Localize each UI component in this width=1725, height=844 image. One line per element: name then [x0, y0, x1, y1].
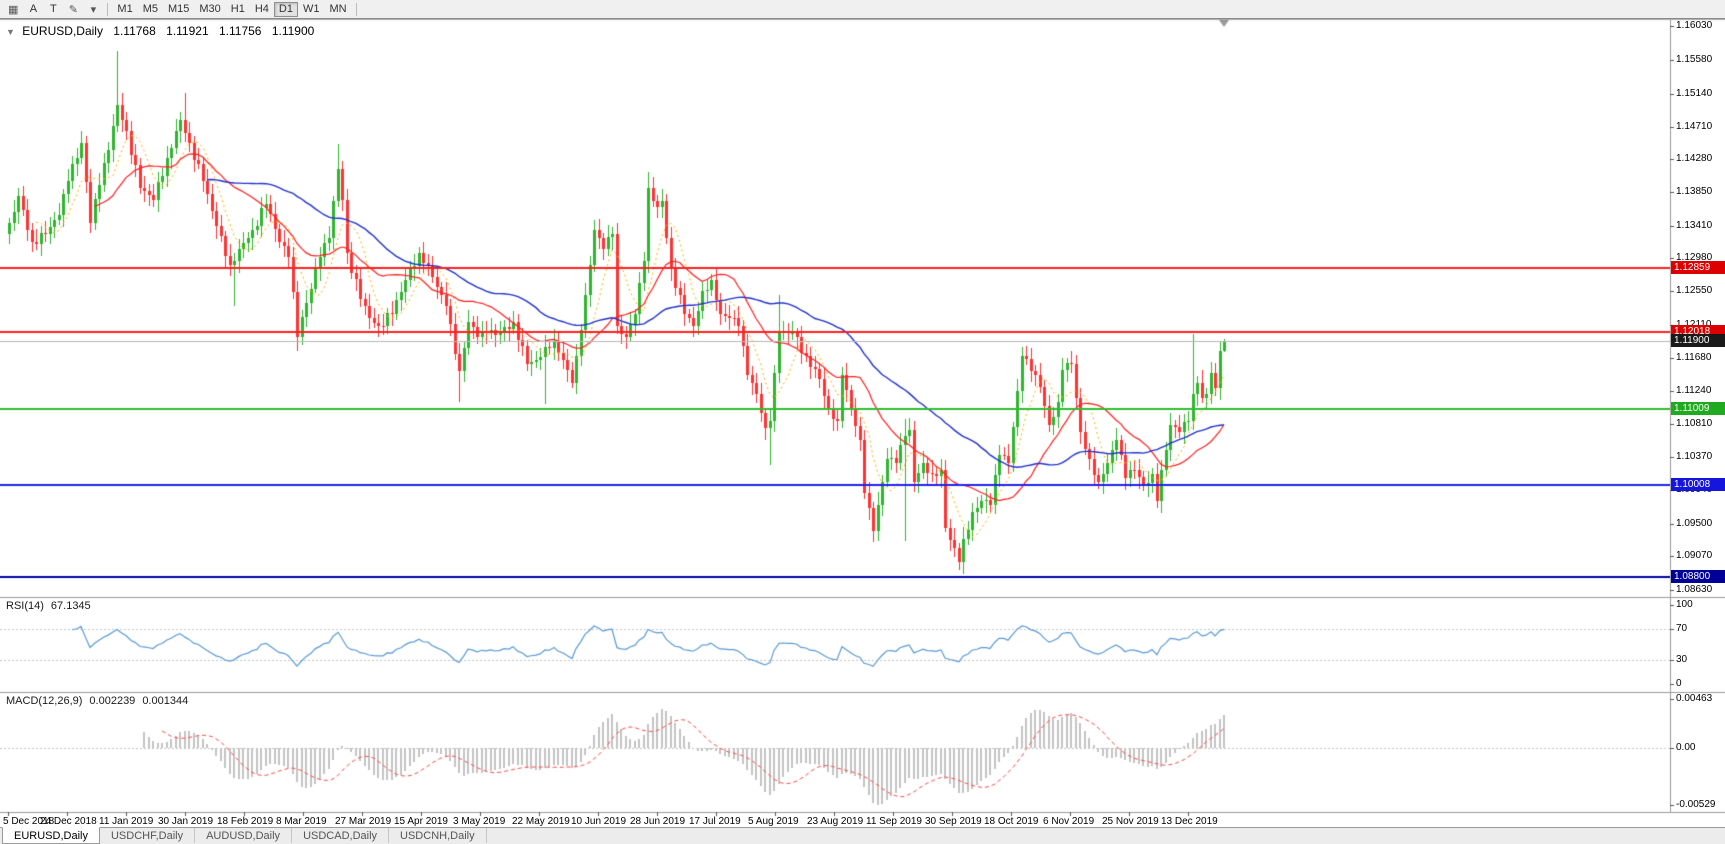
draw-tool-icon[interactable]: ✎: [68, 3, 79, 16]
chart-tab-usdcad[interactable]: USDCAD,Daily: [292, 828, 390, 843]
chart-tab-usdchf[interactable]: USDCHF,Daily: [100, 828, 196, 843]
price-axis-tick: 1.13850: [1676, 186, 1713, 198]
chart-tab-eurusd[interactable]: EURUSD,Daily: [2, 827, 100, 844]
date-axis-label: 17 Jul 2019: [689, 816, 741, 827]
chart-tab-bar: EURUSD,Daily USDCHF,Daily AUDUSD,Daily USDC…: [0, 827, 1725, 844]
date-axis-label: 27 Mar 2019: [335, 816, 392, 827]
price-axis-tick: 1.13410: [1676, 219, 1713, 231]
price-line-label-resistance-upper: 1.12859: [1671, 261, 1725, 274]
macd-axis-tick: 0.00: [1676, 742, 1696, 754]
chart-window-icon[interactable]: ▦: [8, 3, 19, 16]
date-axis-label: 18 Oct 2019: [984, 816, 1039, 827]
price-line-label-support-green: 1.11009: [1671, 402, 1725, 415]
chart-tab-usdcnh[interactable]: USDCNH,Daily: [389, 828, 487, 843]
collapse-chevron-icon[interactable]: ▼: [6, 27, 15, 37]
chart-symbol-label: EURUSD,Daily: [22, 24, 103, 38]
date-axis-label: 30 Jan 2019: [158, 816, 214, 827]
timeframe-d1-button[interactable]: D1: [273, 1, 298, 17]
timeframe-h4-button[interactable]: H4: [254, 3, 269, 15]
timeframe-w1-button[interactable]: W1: [302, 3, 320, 15]
date-axis-label: 28 Jun 2019: [630, 816, 686, 827]
price-axis-tick: 1.10810: [1676, 417, 1713, 429]
text-tool-button[interactable]: T: [50, 3, 57, 15]
chart-title: ▼ EURUSD,Daily 1.11768 1.11921 1.11756 1…: [6, 24, 314, 38]
toolbar: ▦ A T ✎ ▾ M1 M5 M15 M30 H1 H4 D1 W1 MN: [0, 0, 1725, 19]
rsi-axis-tick: 70: [1676, 622, 1688, 634]
date-axis-label: 8 Mar 2019: [276, 816, 327, 827]
date-axis-label: 11 Sep 2019: [866, 816, 922, 827]
timeframe-h1-button[interactable]: H1: [230, 3, 245, 15]
price-axis-tick: 1.09500: [1676, 517, 1713, 529]
date-axis-label: 6 Nov 2019: [1043, 816, 1095, 827]
toolbar-separator: [355, 2, 357, 16]
ohlc-low-value: 1.11756: [218, 24, 262, 38]
date-axis-label: 24 Dec 2018: [40, 816, 97, 827]
price-line-label-support-blue: 1.10008: [1671, 478, 1725, 491]
price-axis-tick: 1.16030: [1676, 20, 1713, 31]
date-axis-label: 15 Apr 2019: [394, 816, 448, 827]
timeframe-mn-button[interactable]: MN: [329, 3, 347, 15]
timeframe-m15-button[interactable]: M15: [167, 3, 190, 15]
price-axis-tick: 1.11680: [1676, 351, 1712, 363]
rsi-axis-tick: 0: [1676, 678, 1682, 689]
date-axis-label: 18 Feb 2019: [217, 816, 274, 827]
rsi-indicator-label: RSI(14) 67.1345: [6, 600, 91, 612]
rsi-name: RSI(14): [6, 600, 44, 612]
tools-dropdown-caret-icon[interactable]: ▾: [90, 3, 97, 16]
timeframe-m5-button[interactable]: M5: [142, 3, 158, 15]
macd-axis-tick: 0.00463: [1676, 693, 1713, 704]
price-axis-tick: 1.11240: [1676, 385, 1712, 397]
macd-axis-tick: -0.00529: [1676, 799, 1716, 810]
timeframe-m1-button[interactable]: M1: [117, 3, 133, 15]
date-axis-label: 30 Sep 2019: [925, 816, 982, 827]
price-axis-tick: 1.15580: [1676, 54, 1713, 66]
price-axis-tick: 1.14280: [1676, 153, 1713, 165]
price-axis-tick: 1.09070: [1676, 550, 1713, 562]
price-axis-tick: 1.15140: [1676, 87, 1713, 99]
chart-tab-audusd[interactable]: AUDUSD,Daily: [195, 828, 293, 843]
toolbar-separator: [107, 2, 109, 16]
price-axis-tick: 1.14710: [1676, 120, 1713, 132]
macd-indicator-label: MACD(12,26,9) 0.002239 0.001344: [6, 695, 188, 707]
price-axis-tick: 1.12550: [1676, 285, 1713, 297]
macd-name: MACD(12,26,9): [6, 695, 83, 707]
macd-signal-value: 0.001344: [142, 695, 189, 707]
date-axis-label: 11 Jan 2019: [99, 816, 154, 827]
price-axis-tick: 1.10370: [1676, 451, 1713, 463]
timeframe-m30-button[interactable]: M30: [199, 3, 221, 15]
rsi-axis-tick: 30: [1676, 654, 1688, 666]
date-axis-label: 10 Jun 2019: [571, 816, 627, 827]
price-line-label-support-navy: 1.08800: [1671, 570, 1725, 583]
macd-main-value: 0.002239: [89, 695, 136, 707]
toolbar-timeframes-group: M1 M5 M15 M30 H1 H4 D1 W1 MN: [112, 0, 351, 18]
date-axis-label: 23 Aug 2019: [807, 816, 864, 827]
ohlc-open-value: 1.11768: [113, 24, 156, 38]
price-line-label-bid-price: 1.11900: [1671, 334, 1725, 347]
date-axis-label: 25 Nov 2019: [1102, 816, 1159, 827]
price-axis-tick: 1.12110: [1676, 319, 1711, 330]
date-axis-label: 5 Aug 2019: [748, 816, 799, 827]
toolbar-tools-group: ▦ A T ✎ ▾: [3, 0, 103, 18]
ohlc-close-value: 1.11900: [271, 24, 315, 38]
ohlc-high-value: 1.11921: [166, 24, 209, 38]
date-axis-label: 5 Dec 2018: [3, 816, 55, 827]
date-axis-label: 13 Dec 2019: [1161, 816, 1218, 827]
auto-arrange-button[interactable]: A: [29, 3, 38, 15]
price-axis-tick: 1.08630: [1676, 584, 1713, 595]
date-axis-label: 22 May 2019: [512, 816, 570, 827]
date-axis-label: 3 May 2019: [453, 816, 506, 827]
rsi-axis-tick: 100: [1676, 599, 1693, 610]
rsi-value: 67.1345: [50, 600, 91, 612]
price-axis-tick: 1.12980: [1676, 252, 1713, 264]
